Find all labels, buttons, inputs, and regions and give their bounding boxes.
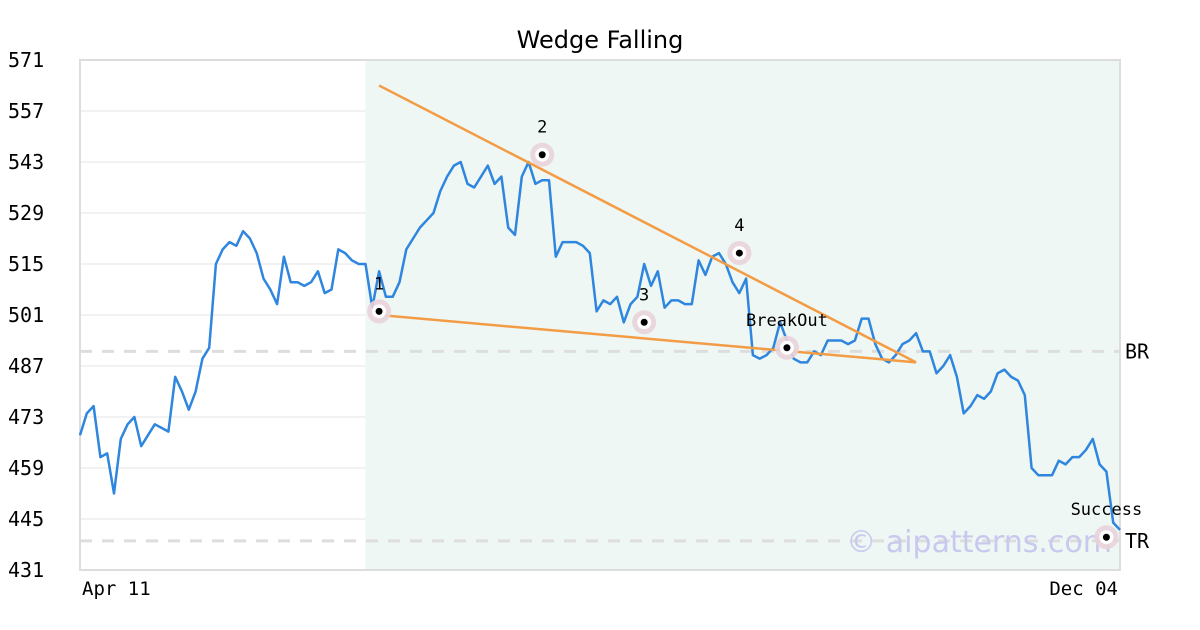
plot-frame <box>79 59 1121 571</box>
point-dot-2 <box>538 151 546 159</box>
point-label-1: 1 <box>374 274 384 294</box>
point-dot-4 <box>735 249 743 257</box>
y-tick-label: 501 <box>8 303 44 327</box>
point-dot-3 <box>640 318 648 326</box>
level-label-br: BR <box>1125 339 1150 363</box>
y-tick-label: 571 <box>8 48 44 72</box>
trendlines <box>378 84 917 364</box>
pattern-region <box>365 60 1120 570</box>
y-tick-label: 445 <box>8 507 44 531</box>
point-label-2: 2 <box>537 118 547 138</box>
pattern-region-fill <box>365 60 1120 570</box>
x-tick-start: Apr 11 <box>82 578 151 600</box>
upper-trendline <box>378 84 917 364</box>
point-dot-success <box>1102 533 1110 541</box>
price-series <box>78 160 1121 531</box>
price-line <box>78 160 1121 531</box>
y-tick-label: 543 <box>8 150 44 174</box>
pattern-points: 1 2 3 4 BreakOut Success <box>367 118 1142 550</box>
y-tick-label: 459 <box>8 456 44 480</box>
point-label-4: 4 <box>734 216 744 236</box>
y-tick-label: 515 <box>8 252 44 276</box>
point-dot-1 <box>375 307 383 315</box>
watermark: © aipatterns.com <box>846 525 1112 560</box>
y-tick-label: 473 <box>8 405 44 429</box>
point-label-3: 3 <box>639 285 649 305</box>
chart-title: Wedge Falling <box>517 26 684 54</box>
y-tick-label: 557 <box>8 99 44 123</box>
point-label-breakout: BreakOut <box>746 311 828 331</box>
y-tick-label: 529 <box>8 201 44 225</box>
x-tick-end: Dec 04 <box>1049 578 1118 600</box>
level-label-tr: TR <box>1125 529 1150 553</box>
y-tick-label: 431 <box>8 558 44 582</box>
y-tick-label: 487 <box>8 354 44 378</box>
lower-trendline <box>378 313 917 364</box>
point-dot-breakout <box>783 344 791 352</box>
y-axis-ticks: 571 557 543 529 515 501 487 473 459 445 431 <box>8 48 44 582</box>
point-label-success: Success <box>1071 500 1143 520</box>
level-lines: BR TR <box>80 339 1150 553</box>
